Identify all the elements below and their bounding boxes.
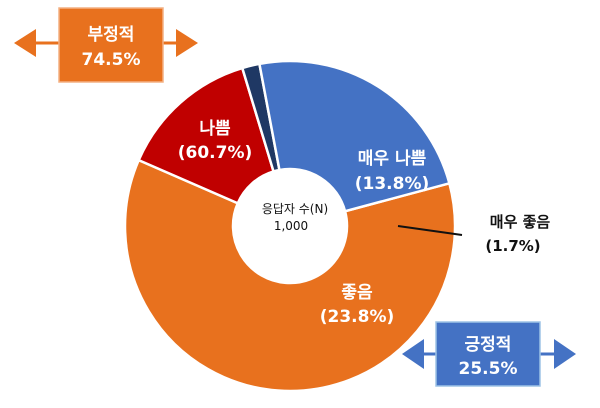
negative-arrow-left-head xyxy=(14,29,36,57)
slice-label-good-name: 좋음 xyxy=(341,283,373,303)
negative-label: 부정적 xyxy=(88,25,135,45)
positive-label: 긍정적 xyxy=(465,335,512,355)
positive-box xyxy=(435,321,541,387)
negative-arrow-right-head xyxy=(176,29,198,57)
slice-good xyxy=(257,59,451,213)
slice-bad xyxy=(123,158,457,393)
slice-label-very-good-name: 매우 좋음 xyxy=(490,213,551,231)
negative-group-callout: 부정적 74.5% xyxy=(14,7,198,83)
donut-slices xyxy=(123,59,457,393)
positive-arrow-left-head xyxy=(402,339,424,369)
slice-label-very-bad-value: (13.8%) xyxy=(355,174,430,194)
respondents-title: 응답자 수(N) xyxy=(262,202,328,216)
slice-label-very-bad-name: 매우 나쁨 xyxy=(358,149,427,169)
slice-label-bad-value: (60.7%) xyxy=(178,143,253,163)
leader-line-very-good xyxy=(397,225,463,236)
center-caption: 응답자 수(N) 1,000 xyxy=(262,202,328,233)
negative-box xyxy=(58,7,164,83)
positive-value: 25.5% xyxy=(459,359,518,379)
negative-value: 74.5% xyxy=(82,50,141,70)
slice-label-good-value: (23.8%) xyxy=(320,307,395,327)
slice-very-bad xyxy=(137,66,276,205)
positive-group-callout: 긍정적 25.5% xyxy=(402,321,576,387)
respondents-value: 1,000 xyxy=(274,219,308,233)
slice-label-bad-name: 나쁨 xyxy=(199,119,231,139)
slice-label-very-good-value: (1.7%) xyxy=(485,237,540,255)
positive-arrow-right-head xyxy=(554,339,576,369)
